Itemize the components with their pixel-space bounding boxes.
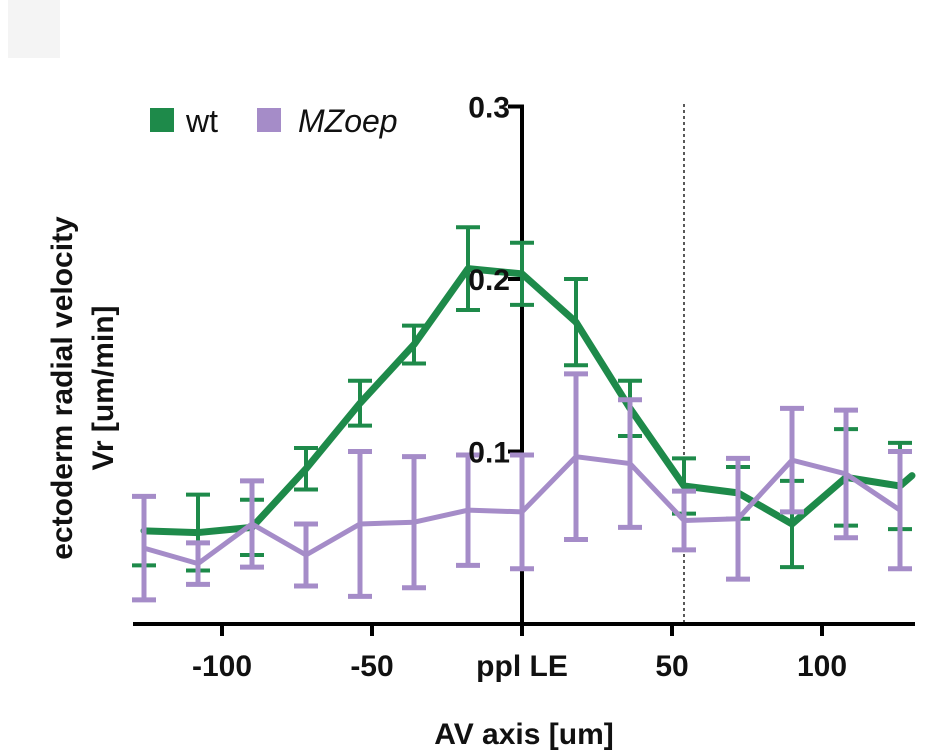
legend-swatch-mzoep: [257, 108, 281, 132]
x-tick-label: ppl LE: [476, 650, 568, 683]
mzoep-line: [141, 454, 903, 567]
wt-line: [140, 265, 916, 537]
x-tick-label: 50: [655, 650, 688, 683]
x-axis-title: AV axis [um]: [434, 718, 614, 751]
legend-swatch-wt: [150, 108, 174, 132]
y-tick-label: 0.1: [468, 437, 510, 470]
y-axis-title-line1: ectoderm radial velocity: [46, 216, 79, 560]
legend-label-mzoep: MZoep: [298, 103, 398, 139]
corner-box: [8, 0, 60, 58]
y-axis-title-line2: Vr [um/min]: [87, 305, 120, 470]
y-tick-label: 0.2: [468, 264, 510, 297]
legend-label-wt: wt: [185, 103, 218, 139]
mzoep-series: [132, 371, 912, 603]
x-tick-label: -50: [350, 650, 393, 683]
x-tick-label: 100: [797, 650, 847, 683]
x-tick-label: -100: [192, 650, 252, 683]
y-tick-label: 0.3: [468, 92, 510, 125]
